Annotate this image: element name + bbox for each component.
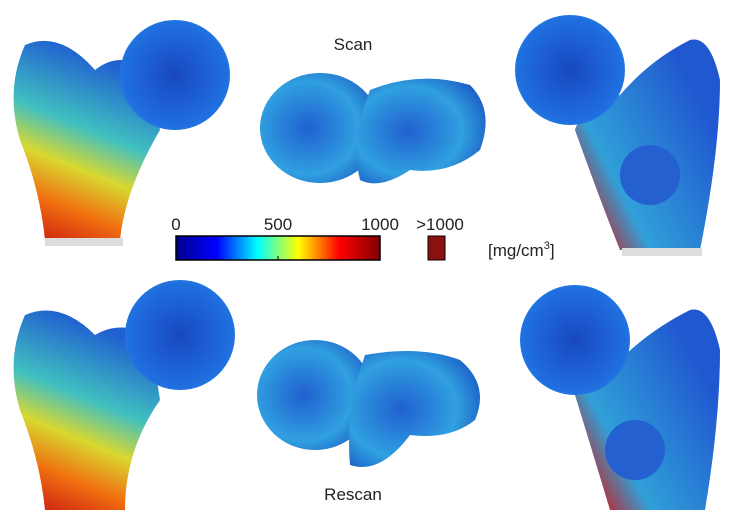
femur-top-rescan: [257, 340, 480, 467]
row-label: Scan: [334, 35, 373, 54]
femur-top-scan: [260, 73, 486, 183]
tick-label: 0: [171, 215, 180, 234]
page: Scan Rescan 05001000>1000[mg/cm3] (() =>…: [0, 0, 733, 515]
overflow-label: >1000: [416, 215, 464, 234]
tick-label: 1000: [361, 215, 399, 234]
unit-part: ]: [550, 241, 555, 260]
figure: Scan Rescan 0 500 1000 >1000 [mg/cm3]: [0, 0, 733, 515]
tick-label: 500: [264, 215, 292, 234]
femur-posterior-rescan: [520, 285, 720, 510]
femur-anterior-rescan: [14, 280, 235, 510]
femur-posterior-scan: [515, 15, 720, 256]
row-label: Rescan: [324, 485, 382, 504]
overflow-swatch: [428, 236, 445, 260]
unit-label: [mg/cm3]: [488, 240, 555, 260]
unit-part: [mg/cm: [488, 241, 544, 260]
femur-anterior-scan: [14, 20, 230, 246]
